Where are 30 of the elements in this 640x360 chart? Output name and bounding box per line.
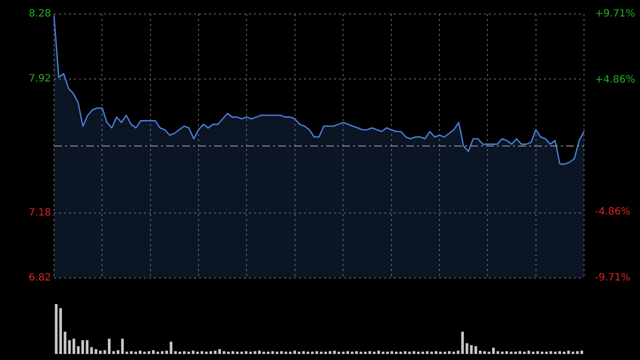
bar [76, 346, 80, 354]
bar [214, 350, 217, 354]
y2-tick-label: -4.86% [595, 206, 630, 218]
bar [448, 351, 451, 354]
y-tick-label: 8.28 [28, 8, 51, 20]
bar [346, 351, 350, 354]
y2-tick-label: +9.71% [595, 8, 636, 20]
y2-tick-label: +4.86% [595, 74, 636, 86]
bar [108, 338, 111, 354]
bar [426, 351, 429, 354]
bar [474, 346, 478, 354]
bar [580, 350, 584, 354]
bar [293, 350, 296, 354]
bar [54, 304, 58, 354]
bar [103, 350, 106, 354]
bar [478, 350, 482, 354]
y-tick-label: 6.82 [28, 272, 51, 284]
bar [209, 351, 212, 354]
y-tick-label: 7.18 [28, 208, 51, 218]
bar [130, 351, 133, 354]
y-tick-label: 7.92 [28, 74, 51, 85]
bar [527, 350, 530, 354]
bar [315, 351, 318, 354]
bar [368, 351, 372, 354]
bar [182, 351, 186, 354]
bar [160, 351, 164, 354]
bar [505, 351, 508, 354]
y2-tick-label: -9.71% [595, 272, 630, 284]
bar [81, 340, 84, 354]
bar [558, 351, 562, 354]
